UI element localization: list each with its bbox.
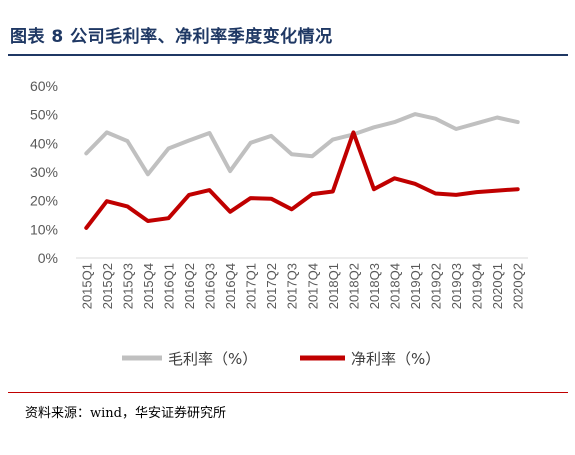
y-tick-label: 40%	[30, 135, 58, 151]
x-tick-label: 2019Q1	[408, 263, 423, 309]
x-tick-label: 2018Q3	[367, 263, 382, 309]
y-tick-label: 0%	[38, 250, 58, 266]
chart-title: 图表 8 公司毛利率、净利率季度变化情况	[10, 27, 333, 47]
legend: 毛利率（%） 净利率（%）	[122, 350, 440, 368]
legend-label-net: 净利率（%）	[351, 350, 440, 368]
net-margin-line	[84, 130, 520, 230]
y-tick-label: 10%	[30, 221, 58, 237]
x-tick-label: 2018Q2	[346, 263, 361, 309]
x-tick-label: 2020Q1	[490, 263, 505, 309]
x-tick-label: 2019Q3	[449, 263, 464, 309]
x-tick-label: 2015Q3	[120, 263, 135, 309]
chart: 0%10%20%30%40%50%60% 2015Q1 2015Q2 2015Q3 2…	[30, 78, 528, 368]
x-tick-label: 2017Q2	[264, 263, 279, 309]
legend-label-gross: 毛利率（%）	[168, 350, 257, 368]
x-tick-label: 2016Q3	[203, 263, 218, 309]
x-tick-label: 2019Q2	[429, 263, 444, 309]
y-tick-label: 50%	[30, 107, 58, 123]
x-tick-label: 2016Q2	[182, 263, 197, 309]
x-tick-label: 2019Q4	[470, 263, 485, 309]
y-tick-label: 30%	[30, 164, 58, 180]
source-divider	[8, 392, 568, 393]
x-tick-label: 2016Q1	[161, 263, 176, 309]
gross-margin-line	[84, 112, 520, 177]
x-tick-label: 2017Q3	[285, 263, 300, 309]
x-tick-label: 2015Q2	[100, 263, 115, 309]
title-divider	[8, 54, 568, 56]
x-tick-label: 2016Q4	[223, 263, 238, 309]
x-tick-label: 2017Q4	[305, 263, 320, 309]
y-axis: 0% 10% 20% 30% 40% 50% 60%	[30, 78, 58, 266]
x-tick-label: 2015Q1	[79, 263, 94, 309]
x-tick-label: 2018Q4	[387, 263, 402, 309]
x-tick-label: 2020Q2	[511, 263, 526, 309]
x-tick-label: 2018Q1	[326, 263, 341, 309]
y-tick-label: 60%	[30, 78, 58, 94]
source-note: 资料来源：wind，华安证券研究所	[25, 406, 226, 421]
series-group	[84, 112, 520, 230]
x-axis: 2015Q1 2015Q2 2015Q3 2015Q4 2016Q1 2016Q2 2016…	[79, 263, 525, 309]
x-tick-label: 2015Q4	[141, 263, 156, 309]
x-tick-label: 2017Q1	[244, 263, 259, 309]
y-tick-label: 20%	[30, 193, 58, 209]
